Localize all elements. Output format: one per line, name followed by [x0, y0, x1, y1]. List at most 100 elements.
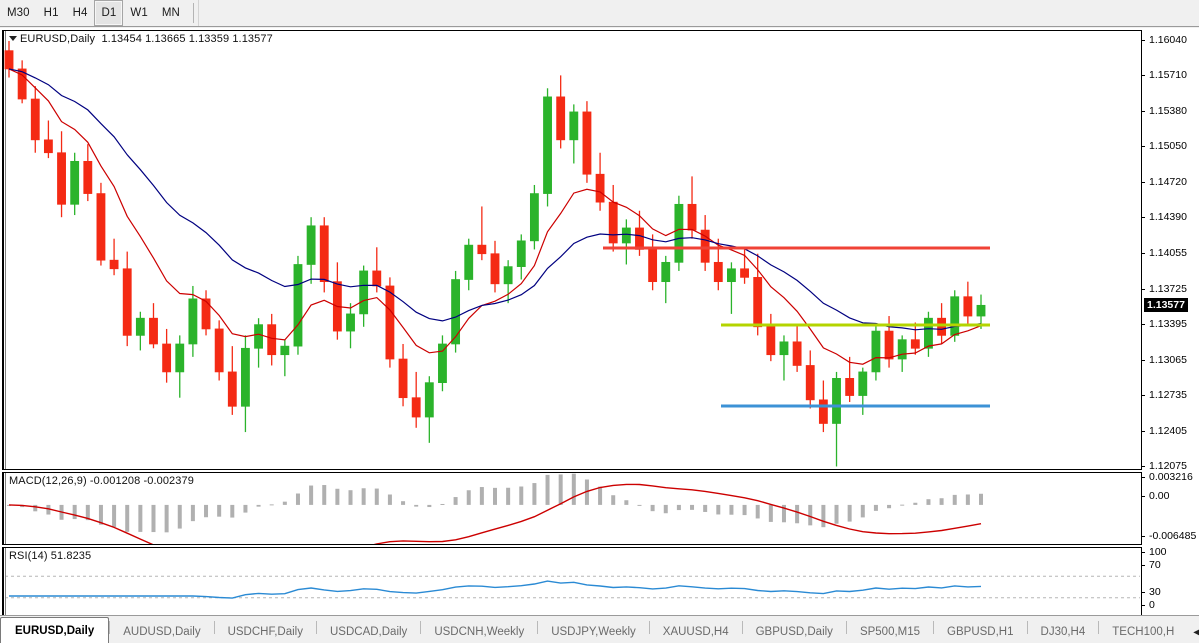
macd-pane-left-rail [3, 473, 6, 544]
price-scale-border-1 [1141, 472, 1142, 545]
tab-separator [315, 620, 317, 634]
chart-tab-usdcnh-weekly[interactable]: USDCNH,Weekly [434, 625, 525, 638]
tab-separator [213, 620, 215, 634]
timeframe-button-h1[interactable]: H1 [36, 0, 66, 26]
macd-tick-mark [1141, 496, 1145, 497]
rsi-tick-label-1: 70 [1149, 559, 1161, 571]
price-tick-mark [1141, 217, 1145, 219]
tab-separator [537, 620, 539, 634]
rsi-pane-label: RSI(14) 51.8235 [9, 550, 92, 562]
price-tick-mark [1141, 359, 1145, 361]
rsi-tick-label-3: 0 [1149, 599, 1155, 611]
chart-tab-tech100-h[interactable]: TECH100,H [1112, 625, 1175, 638]
chart-tab-dj30-h4[interactable]: DJ30,H4 [1040, 625, 1086, 638]
tab-separator [109, 620, 111, 634]
price-tick-mark [1141, 395, 1145, 397]
price-tick-mark [1141, 324, 1145, 326]
ohlc-values: 1.13454 1.13665 1.13359 1.13577 [101, 33, 273, 45]
price-tick-label-8: 1.13395 [1149, 318, 1187, 331]
chart-tab-usdjpy-weekly[interactable]: USDJPY,Weekly [551, 625, 636, 638]
current-price-tag: 1.13577 [1144, 297, 1188, 312]
chart-tab-audusd-daily[interactable]: AUDUSD,Daily [123, 625, 201, 638]
timeframe-button-mn[interactable]: MN [154, 0, 187, 26]
chart-tab-bar[interactable]: EURUSD,Daily AUDUSD,Daily USDCHF,Daily USDC… [0, 615, 1199, 643]
moving-average-fast [8, 68, 982, 365]
timeframe-toolbar: M30 H1 H4 D1 W1 MN [0, 0, 1199, 27]
price-pane-label: EURUSD,Daily 1.13454 1.13665 1.13359 1.1… [9, 33, 273, 45]
price-tick-label-9: 1.13065 [1149, 353, 1187, 366]
rsi-tick-label-0: 100 [1149, 546, 1167, 558]
tab-separator [1026, 620, 1028, 634]
rsi-tick-mark [1141, 552, 1145, 553]
macd-pane[interactable]: MACD(12,26,9) -0.001208 -0.002379 [2, 472, 1141, 545]
chart-tab-usdcad-daily[interactable]: USDCAD,Daily [329, 625, 408, 638]
chart-tab-usdchf-daily[interactable]: USDCHF,Daily [227, 625, 303, 638]
rsi-tick-mark [1141, 605, 1145, 606]
price-pane-left-rail [3, 31, 6, 469]
price-tick-mark [1141, 253, 1145, 255]
rsi-pane-left-rail [3, 548, 6, 621]
tab-scroll-controls[interactable]: ◀ ▶ [1187, 628, 1199, 643]
price-tick-mark [1141, 288, 1145, 290]
chart-tab-gbpusd-h1[interactable]: GBPUSD,H1 [947, 625, 1014, 638]
macd-pane-label: MACD(12,26,9) -0.001208 -0.002379 [9, 475, 194, 487]
rsi-tick-mark [1141, 592, 1145, 593]
macd-tick-label-0: 0.003216 [1149, 471, 1193, 483]
chart-tab-eurusd-daily[interactable]: EURUSD,Daily [0, 617, 110, 643]
macd-tick-mark [1141, 477, 1145, 478]
price-tick-mark [1141, 466, 1145, 467]
price-tick-label-3: 1.15050 [1149, 140, 1187, 153]
chart-tab-gbpusd-daily[interactable]: GBPUSD,Daily [755, 625, 833, 638]
price-tick-label-5: 1.14390 [1149, 211, 1187, 224]
price-scale[interactable]: 1.16040 1.15710 1.15380 1.15050 1.14720 1.143… [1141, 28, 1199, 622]
toolbar-empty-area [197, 0, 1199, 26]
price-tick-label-10: 1.12735 [1149, 389, 1187, 402]
rsi-tick-label-2: 30 [1149, 586, 1161, 598]
price-tick-label-0: 1.16040 [1149, 34, 1187, 46]
tab-separator [1098, 620, 1100, 634]
price-tick-label-1: 1.15710 [1149, 69, 1187, 82]
timeframe-button-m30[interactable]: M30 [0, 0, 37, 26]
price-tick-mark [1141, 110, 1145, 112]
symbol-period-label: EURUSD,Daily [20, 33, 96, 45]
rsi-chart-canvas[interactable] [3, 548, 1141, 622]
timeframe-button-h4[interactable]: H4 [65, 0, 95, 26]
tab-separator [933, 620, 935, 634]
price-tick-mark [1141, 146, 1145, 148]
timeframe-button-group: M30 H1 H4 D1 W1 MN [0, 0, 187, 27]
collapse-triangle-icon[interactable] [9, 36, 17, 41]
rsi-tick-mark [1141, 565, 1145, 566]
timeframe-button-w1[interactable]: W1 [123, 0, 155, 26]
macd-tick-label-2: -0.006485 [1149, 530, 1197, 542]
price-tick-label-7: 1.13725 [1149, 282, 1187, 295]
macd-tick-mark [1141, 536, 1145, 537]
tab-separator [741, 620, 743, 634]
price-scale-border-0 [1141, 30, 1142, 470]
price-tick-mark [1141, 75, 1145, 77]
tab-separator [648, 620, 650, 634]
tab-separator [845, 620, 847, 634]
rsi-pane[interactable]: RSI(14) 51.8235 [2, 547, 1141, 622]
macd-chart-canvas[interactable] [3, 473, 1141, 545]
candlestick-series [4, 41, 986, 467]
price-tick-label-4: 1.14720 [1149, 175, 1187, 188]
price-tick-label-6: 1.14055 [1149, 247, 1187, 260]
rsi-line [9, 580, 982, 599]
chart-window[interactable]: EURUSD,Daily 1.13454 1.13665 1.13359 1.1… [0, 28, 1199, 642]
tab-scroll-left-icon[interactable]: ◀ [1193, 628, 1199, 638]
toolbar-separator [192, 3, 194, 23]
price-tick-label-12: 1.12075 [1149, 460, 1187, 472]
price-tick-mark [1141, 430, 1145, 432]
timeframe-button-d1[interactable]: D1 [94, 0, 124, 26]
chart-tab-xauusd-h4[interactable]: XAUUSD,H4 [662, 625, 729, 638]
price-pane[interactable]: EURUSD,Daily 1.13454 1.13665 1.13359 1.1… [2, 30, 1141, 470]
macd-signal-line [8, 483, 982, 544]
chart-tab-sp500-m15[interactable]: SP500,M15 [859, 625, 921, 638]
price-tick-label-2: 1.15380 [1149, 104, 1187, 117]
price-tick-mark [1141, 181, 1145, 183]
macd-tick-label-1: 0.00 [1149, 490, 1170, 502]
tab-separator [420, 620, 422, 634]
price-chart-canvas[interactable] [3, 31, 1141, 470]
moving-average-slow [8, 68, 982, 331]
